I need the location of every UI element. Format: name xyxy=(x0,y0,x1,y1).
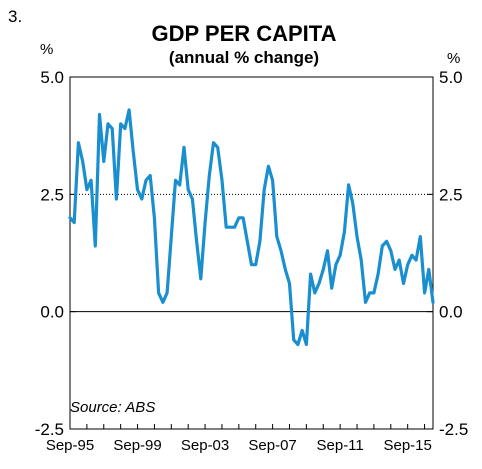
y-tick-label-left: -2.5 xyxy=(35,420,64,439)
x-tick-label: Sep-03 xyxy=(181,437,229,454)
y-tick-label-left: 0.0 xyxy=(40,303,64,322)
y-tick-label-left: 2.5 xyxy=(40,185,64,204)
x-tick-label: Sep-99 xyxy=(113,437,161,454)
y-tick-label-right: -2.5 xyxy=(439,420,468,439)
x-tick-label: Sep-11 xyxy=(317,437,364,454)
x-tick-label: Sep-95 xyxy=(46,437,94,454)
y-tick-label-left: 5.0 xyxy=(40,68,64,87)
y-tick-label-right: 2.5 xyxy=(439,185,463,204)
chart-title: GDP PER CAPITA xyxy=(152,21,337,46)
source-note: Source: ABS xyxy=(70,399,155,416)
figure-number: 3. xyxy=(8,7,22,26)
chart-subtitle: (annual % change) xyxy=(169,48,319,67)
tick-labels: -2.5 -2.5 0.0 0.0 2.5 2.5 5.0 5.0 Sep-95 Sep-99 Se… xyxy=(35,68,469,454)
left-axis-unit: % xyxy=(40,41,53,58)
right-axis-unit: % xyxy=(447,50,460,67)
plot-area xyxy=(69,76,434,430)
gdp-per-capita-line xyxy=(68,108,435,347)
y-tick-label-right: 5.0 xyxy=(439,68,463,87)
x-tick-label: Sep-15 xyxy=(383,437,431,454)
y-tick-label-right: 0.0 xyxy=(439,303,463,322)
axis-ticks xyxy=(69,76,433,430)
reference-lines xyxy=(70,193,433,313)
series-layer xyxy=(68,108,435,347)
x-tick-label: Sep-07 xyxy=(248,437,296,454)
